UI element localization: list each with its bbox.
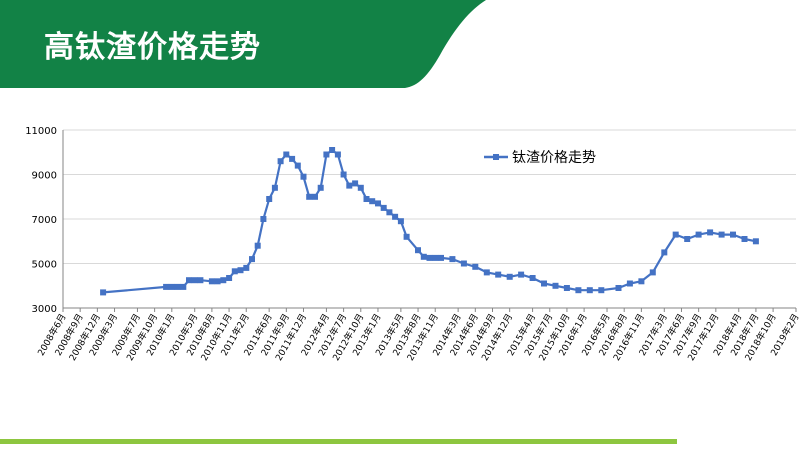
data-point-marker: [438, 254, 444, 261]
data-point-marker: [707, 229, 714, 236]
data-point-marker: [449, 256, 456, 263]
y-tick-label: 11000: [25, 126, 57, 137]
data-point-marker: [163, 283, 170, 290]
data-point-marker: [329, 147, 336, 153]
data-point-marker: [541, 280, 547, 287]
data-point-marker: [208, 278, 215, 285]
legend-label: 钛渣价格走势: [512, 150, 596, 166]
data-point-marker: [334, 151, 341, 158]
data-point-marker: [472, 263, 479, 270]
data-point-marker: [231, 268, 238, 275]
data-point-marker: [352, 180, 359, 187]
data-point-marker: [615, 285, 622, 291]
data-point-marker: [191, 277, 198, 284]
data-point-marker: [695, 231, 702, 238]
data-point-marker: [237, 267, 244, 274]
data-point-marker: [432, 254, 439, 261]
data-point-marker: [100, 289, 107, 296]
data-point-marker: [552, 282, 559, 289]
data-point-marker: [483, 269, 490, 276]
data-point-marker: [426, 254, 433, 261]
data-point-marker: [649, 269, 656, 276]
data-point-marker: [174, 283, 181, 290]
data-point-marker: [357, 184, 364, 191]
data-point-marker: [306, 193, 313, 200]
data-point-marker: [186, 277, 192, 284]
axes: [62, 130, 797, 312]
data-point-marker: [214, 278, 221, 285]
data-point-marker: [575, 287, 582, 294]
data-point-marker: [563, 285, 570, 291]
data-point-marker: [518, 271, 525, 278]
data-point-marker: [529, 275, 536, 281]
data-point-marker: [420, 253, 427, 260]
y-tick-label: 9000: [32, 171, 57, 182]
data-point-marker: [672, 231, 679, 238]
data-point-marker: [380, 204, 387, 211]
series-line: [100, 147, 759, 296]
title-banner: [0, 0, 486, 88]
data-point-marker: [226, 275, 233, 281]
data-point-marker: [397, 218, 404, 225]
x-tick-labels: 2008年6月2008年9月2008年12月2009年3月2009年7月2009…: [35, 312, 800, 363]
data-point-marker: [752, 238, 759, 245]
data-point-marker: [403, 233, 410, 240]
data-point-marker: [506, 273, 513, 280]
slide-title: 高钛渣价格走势: [44, 30, 261, 65]
data-point-marker: [289, 155, 296, 162]
data-point-marker: [598, 287, 605, 294]
data-point-marker: [369, 198, 376, 205]
banner-shape: [0, 0, 486, 88]
legend-marker: [493, 154, 499, 160]
grid-lines: [63, 129, 796, 264]
data-point-marker: [586, 287, 593, 294]
data-point-marker: [271, 184, 278, 191]
data-point-marker: [254, 242, 261, 249]
data-point-marker: [363, 196, 370, 202]
data-point-marker: [718, 231, 725, 238]
data-point-marker: [283, 151, 290, 158]
data-point-marker: [312, 193, 318, 200]
data-point-marker: [277, 158, 284, 165]
data-point-marker: [243, 264, 250, 271]
data-point-marker: [197, 277, 204, 284]
data-point-marker: [415, 247, 421, 254]
series-polyline: [103, 148, 757, 294]
data-point-marker: [220, 277, 227, 284]
y-tick-labels: 3000 5000 7000 9000 11000: [25, 126, 57, 315]
data-point-marker: [323, 151, 330, 158]
data-point-marker: [260, 216, 267, 222]
data-point-marker: [638, 278, 645, 285]
data-point-marker: [340, 171, 347, 178]
legend: 钛渣价格走势: [484, 150, 596, 166]
data-point-marker: [684, 236, 691, 242]
data-point-marker: [460, 260, 467, 267]
data-point-marker: [386, 209, 393, 216]
y-tick-label: 5000: [32, 260, 57, 271]
data-point-marker: [317, 184, 324, 191]
data-point-marker: [249, 256, 255, 263]
price-chart: 3000 5000 7000 9000 11000 2008年6月2008年9月2008…: [25, 126, 800, 363]
data-point-marker: [392, 213, 399, 220]
data-point-marker: [495, 271, 502, 278]
data-point-marker: [661, 249, 668, 256]
data-point-marker: [266, 196, 273, 202]
data-point-marker: [168, 283, 175, 290]
bottom-accent-rule: [0, 439, 677, 444]
data-point-marker: [375, 200, 381, 207]
data-point-marker: [294, 162, 301, 169]
y-tick-label: 7000: [32, 215, 57, 226]
data-point-marker: [730, 231, 736, 238]
y-tick-label: 3000: [32, 304, 57, 315]
data-point-marker: [180, 283, 187, 290]
data-point-marker: [346, 182, 353, 189]
data-point-marker: [741, 236, 748, 242]
data-point-marker: [626, 280, 633, 287]
data-point-marker: [300, 173, 307, 180]
